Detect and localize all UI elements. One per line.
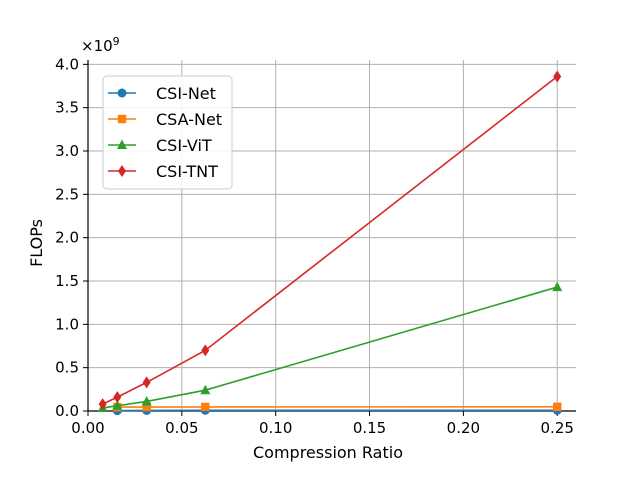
data-point-csi-tnt bbox=[113, 391, 122, 404]
y-tick-label: 1.0 bbox=[55, 315, 79, 333]
data-point-csa-net bbox=[142, 402, 151, 412]
x-tick-label: 0.05 bbox=[165, 419, 198, 437]
data-point-csi-vit bbox=[200, 384, 211, 395]
y-axis-label: FLOPs bbox=[27, 219, 46, 267]
grid bbox=[87, 60, 576, 412]
legend-box bbox=[102, 75, 233, 190]
legend-item-csa-net: CSA-Net bbox=[108, 110, 222, 129]
legend-item-csi-tnt: CSI-TNT bbox=[108, 162, 218, 181]
legend-item-csi-net: CSI-Net bbox=[108, 84, 216, 103]
y-multiplier: ×109 bbox=[81, 35, 120, 55]
y-tick-label: 0.5 bbox=[55, 359, 79, 377]
x-tick-label: 0.00 bbox=[71, 419, 104, 437]
series-csi-tnt bbox=[98, 70, 562, 411]
x-tick-label: 0.25 bbox=[541, 419, 574, 437]
series-csi-vit bbox=[97, 281, 563, 412]
data-point-csi-tnt bbox=[98, 398, 107, 411]
data-point-csi-vit bbox=[112, 400, 123, 410]
y-tick-label: 2.5 bbox=[55, 185, 79, 203]
legend-label: CSI-Net bbox=[156, 84, 216, 103]
data-point-csi-vit bbox=[141, 395, 152, 406]
x-tick-label: 0.10 bbox=[259, 419, 292, 437]
data-point-csi-vit bbox=[552, 281, 563, 292]
legend-label: CSI-TNT bbox=[156, 162, 218, 181]
x-axis-label: Compression Ratio bbox=[253, 443, 403, 462]
legend-marker-csi-tnt bbox=[118, 165, 126, 177]
legend-marker-csa-net bbox=[117, 114, 127, 124]
series-line-csi-vit bbox=[102, 286, 558, 409]
data-point-csi-tnt bbox=[553, 70, 562, 83]
y-tick-label: 2.0 bbox=[55, 229, 79, 247]
legend-items: CSI-Net CSA-Net CSI-ViT CSI-TNT bbox=[108, 84, 222, 181]
y-multiplier-exponent: 9 bbox=[113, 35, 120, 48]
y-multiplier-base: ×10 bbox=[81, 37, 113, 55]
y-tick-label: 4.0 bbox=[55, 55, 79, 73]
y-tick-label: 1.5 bbox=[55, 272, 79, 290]
plot-series bbox=[97, 70, 563, 416]
data-point-csi-tnt bbox=[201, 344, 210, 357]
legend: CSI-Net CSA-Net CSI-ViT CSI-TNT bbox=[102, 75, 233, 190]
legend-marker-csi-net bbox=[117, 88, 127, 98]
legend-label: CSI-ViT bbox=[156, 136, 212, 155]
x-tick-label: 0.20 bbox=[447, 419, 480, 437]
y-tick-label: 3.5 bbox=[55, 99, 79, 117]
data-point-csa-net bbox=[201, 402, 210, 412]
data-point-csa-net bbox=[553, 402, 562, 412]
ticks: 0.00 0.05 0.10 0.15 0.20 0.25 0.0 0.5 1.0 1.5 2.0 2… bbox=[55, 55, 574, 437]
legend-marker-csi-vit bbox=[117, 139, 127, 149]
x-tick-label: 0.15 bbox=[353, 419, 386, 437]
data-point-csi-tnt bbox=[142, 376, 151, 389]
legend-label: CSA-Net bbox=[156, 110, 222, 129]
legend-item-csi-vit: CSI-ViT bbox=[108, 136, 212, 155]
y-tick-label: 0.0 bbox=[55, 402, 79, 420]
y-tick-label: 3.0 bbox=[55, 142, 79, 160]
